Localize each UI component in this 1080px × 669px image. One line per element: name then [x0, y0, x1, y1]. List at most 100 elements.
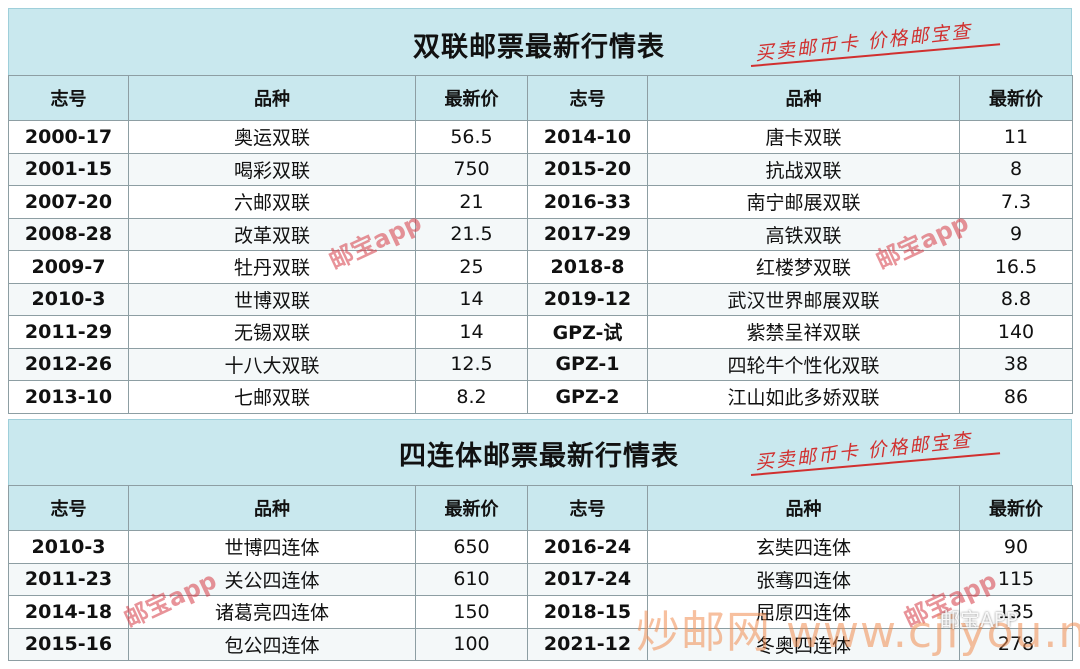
cell-code: 2014-18 [8, 595, 129, 629]
cell-code: 2013-10 [8, 380, 129, 414]
table-row: 2014-18 诸葛亮四连体 150 2018-15 屈原四连体 135 [8, 595, 1073, 629]
cell-code: 2015-16 [8, 627, 129, 661]
cell-price: 9 [959, 217, 1073, 251]
cell-code: GPZ-试 [527, 315, 648, 349]
cell-price: 115 [959, 562, 1073, 596]
cell-variety: 紫禁呈祥双联 [647, 315, 960, 349]
cell-price: 8 [959, 152, 1073, 186]
table-row: 2010-3 世博四连体 650 2016-24 玄奘四连体 90 [8, 530, 1073, 564]
cell-code: 2010-3 [8, 530, 129, 564]
header-row: 志号 品种 最新价 志号 品种 最新价 [8, 485, 1073, 531]
cell-variety: 武汉世界邮展双联 [647, 282, 960, 316]
cell-variety: 包公四连体 [128, 627, 416, 661]
table-row: 2012-26 十八大双联 12.5 GPZ-1 四轮牛个性化双联 38 [8, 347, 1073, 381]
cell-code: 2014-10 [527, 120, 648, 154]
cell-price: 278 [959, 627, 1073, 661]
cell-price: 14 [415, 282, 528, 316]
cell-code: 2007-20 [8, 185, 129, 219]
cell-price: 56.5 [415, 120, 528, 154]
cell-variety: 牡丹双联 [128, 250, 416, 284]
cell-price: 750 [415, 152, 528, 186]
col-header-variety: 品种 [128, 485, 416, 531]
col-header-code: 志号 [8, 75, 129, 121]
cell-code: 2019-12 [527, 282, 648, 316]
cell-price: 610 [415, 562, 528, 596]
table-row: 2008-28 改革双联 21.5 2017-29 高铁双联 9 [8, 217, 1073, 251]
cell-price: 38 [959, 347, 1073, 381]
table-row: 2000-17 奥运双联 56.5 2014-10 唐卡双联 11 [8, 120, 1073, 154]
cell-code: 2021-12 [527, 627, 648, 661]
cell-code: 2018-8 [527, 250, 648, 284]
cell-code: 2008-28 [8, 217, 129, 251]
cell-price: 650 [415, 530, 528, 564]
header-row: 志号 品种 最新价 志号 品种 最新价 [8, 75, 1073, 121]
cell-variety: 红楼梦双联 [647, 250, 960, 284]
cell-variety: 四轮牛个性化双联 [647, 347, 960, 381]
cell-variety: 张骞四连体 [647, 562, 960, 596]
cell-variety: 抗战双联 [647, 152, 960, 186]
cell-code: 2017-24 [527, 562, 648, 596]
cell-price: 21 [415, 185, 528, 219]
cell-variety: 无锡双联 [128, 315, 416, 349]
col-header-code: 志号 [527, 75, 648, 121]
cell-variety: 关公四连体 [128, 562, 416, 596]
col-header-code: 志号 [8, 485, 129, 531]
cell-price: 135 [959, 595, 1073, 629]
cell-variety: 屈原四连体 [647, 595, 960, 629]
title-bar: 双联邮票最新行情表 买卖邮币卡 价格邮宝查 [8, 8, 1072, 75]
watermark-badge: 邮宝APP [940, 608, 1018, 632]
col-header-variety: 品种 [647, 485, 960, 531]
cell-price: 90 [959, 530, 1073, 564]
cell-code: 2017-29 [527, 217, 648, 251]
cell-variety: 玄奘四连体 [647, 530, 960, 564]
table-row: 2010-3 世博双联 14 2019-12 武汉世界邮展双联 8.8 [8, 282, 1073, 316]
cell-variety: 世博四连体 [128, 530, 416, 564]
cell-price: 12.5 [415, 347, 528, 381]
cell-variety: 六邮双联 [128, 185, 416, 219]
cell-price: 16.5 [959, 250, 1073, 284]
cell-code: 2015-20 [527, 152, 648, 186]
title-bar: 四连体邮票最新行情表 买卖邮币卡 价格邮宝查 [8, 419, 1072, 485]
cell-variety: 喝彩双联 [128, 152, 416, 186]
col-header-code: 志号 [527, 485, 648, 531]
cell-variety: 高铁双联 [647, 217, 960, 251]
table-row: 2013-10 七邮双联 8.2 GPZ-2 江山如此多娇双联 86 [8, 380, 1073, 414]
col-header-variety: 品种 [647, 75, 960, 121]
col-header-variety: 品种 [128, 75, 416, 121]
cell-code: 2016-24 [527, 530, 648, 564]
cell-code: 2018-15 [527, 595, 648, 629]
cell-price: 8.8 [959, 282, 1073, 316]
slogan-text: 买卖邮币卡 价格邮宝查 [754, 429, 974, 474]
stamp-pair-section: 双联邮票最新行情表 买卖邮币卡 价格邮宝查 志号 品种 最新价 志号 品种 最新… [8, 8, 1073, 414]
cell-variety: 改革双联 [128, 217, 416, 251]
cell-variety: 江山如此多娇双联 [647, 380, 960, 414]
cell-price: 11 [959, 120, 1073, 154]
slogan-text: 买卖邮币卡 价格邮宝查 [754, 20, 974, 65]
cell-variety: 奥运双联 [128, 120, 416, 154]
table-row: 2011-23 关公四连体 610 2017-24 张骞四连体 115 [8, 562, 1073, 596]
table-row: 2007-20 六邮双联 21 2016-33 南宁邮展双联 7.3 [8, 185, 1073, 219]
cell-price: 140 [959, 315, 1073, 349]
cell-code: 2016-33 [527, 185, 648, 219]
table-title: 双联邮票最新行情表 [413, 32, 665, 63]
cell-price: 8.2 [415, 380, 528, 414]
cell-code: 2010-3 [8, 282, 129, 316]
cell-variety: 十八大双联 [128, 347, 416, 381]
cell-price: 7.3 [959, 185, 1073, 219]
price-table-blocks: 志号 品种 最新价 志号 品种 最新价 2010-3 世博四连体 650 2016-2… [8, 485, 1073, 661]
stamp-block-section: 四连体邮票最新行情表 买卖邮币卡 价格邮宝查 志号 品种 最新价 志号 品种 最… [8, 419, 1073, 661]
col-header-price: 最新价 [959, 75, 1073, 121]
cell-variety: 唐卡双联 [647, 120, 960, 154]
cell-variety: 世博双联 [128, 282, 416, 316]
cell-price: 25 [415, 250, 528, 284]
cell-code: 2009-7 [8, 250, 129, 284]
cell-variety: 冬奥四连体 [647, 627, 960, 661]
cell-code: GPZ-1 [527, 347, 648, 381]
cell-price: 100 [415, 627, 528, 661]
cell-code: 2000-17 [8, 120, 129, 154]
col-header-price: 最新价 [415, 75, 528, 121]
table-row: 2009-7 牡丹双联 25 2018-8 红楼梦双联 16.5 [8, 250, 1073, 284]
col-header-price: 最新价 [415, 485, 528, 531]
table-row: 2001-15 喝彩双联 750 2015-20 抗战双联 8 [8, 152, 1073, 186]
price-table-pairs: 志号 品种 最新价 志号 品种 最新价 2000-17 奥运双联 56.5 2014-… [8, 75, 1073, 414]
